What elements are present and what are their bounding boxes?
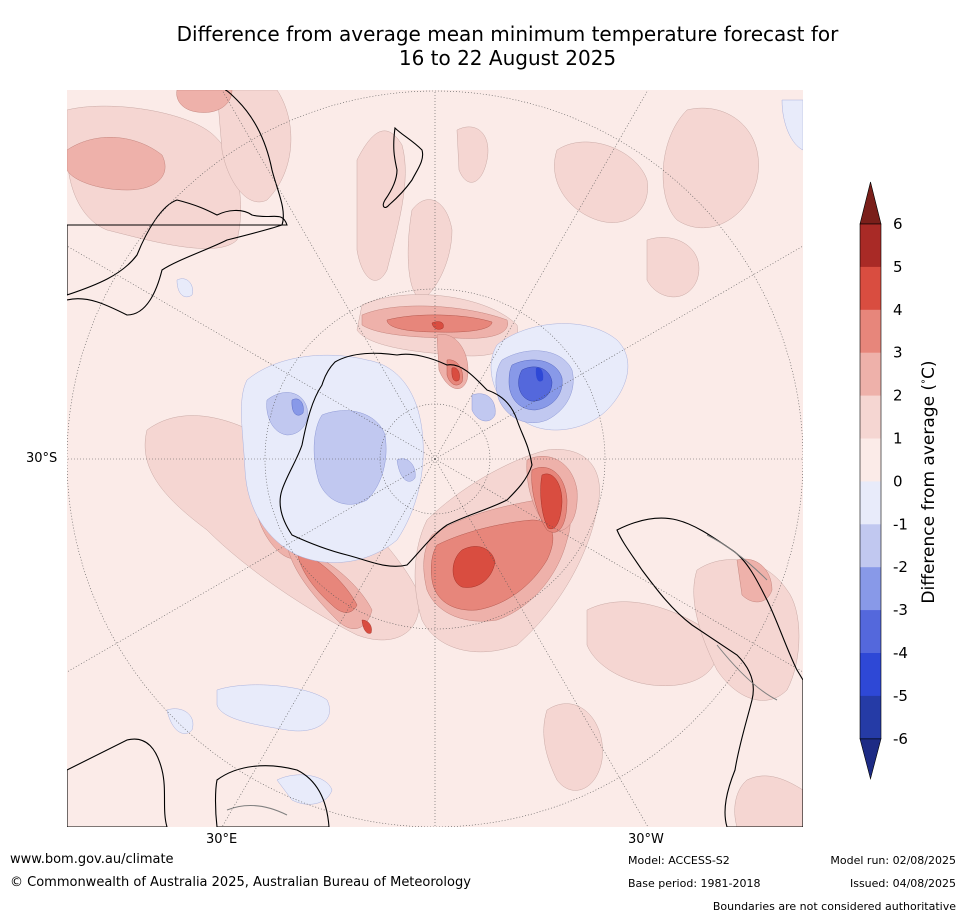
negative-anomaly-4-5 <box>535 367 544 382</box>
colorbar-tick-label: -1 <box>893 515 908 533</box>
latitude-label-30s: 30°S <box>26 451 58 466</box>
figure-title-line-2: 16 to 22 August 2025 <box>398 46 617 70</box>
colorbar-band <box>860 524 881 568</box>
colorbar-tick-label: 3 <box>893 344 903 362</box>
issued-date: Issued: 04/08/2025 <box>849 877 956 890</box>
positive-anomaly-4-5 <box>276 321 563 634</box>
graticule <box>67 90 803 827</box>
colorbar-label: Difference from average (°C) <box>919 360 939 603</box>
colorbar-band <box>860 266 881 311</box>
colorbar-tick-label: -6 <box>893 730 908 748</box>
colorbar-band <box>860 653 881 697</box>
base-period-info: Base period: 1981-2018 <box>628 877 761 890</box>
model-run-date: Model run: 02/08/2025 <box>830 854 956 867</box>
longitude-label-30e: 30°E <box>206 832 238 847</box>
australia-south-coast <box>67 90 284 316</box>
colorbar-band <box>860 567 881 611</box>
coastlines <box>67 90 803 827</box>
colorbar-band <box>860 438 881 482</box>
colorbar-band <box>860 309 881 354</box>
colorbar-band <box>860 224 881 268</box>
longitude-label-30w: 30°W <box>628 832 664 847</box>
colorbar-tick-label: 2 <box>893 387 903 405</box>
colorbar-band <box>860 352 881 397</box>
australia-coast <box>67 199 288 296</box>
colorbar: 6 5 4 3 2 1 0 -1 -2 -3 -4 -5 -6 Difference from aver… <box>859 181 939 780</box>
colorbar-extend-bottom <box>859 738 882 780</box>
website-link[interactable]: www.bom.gov.au/climate <box>10 852 174 867</box>
colorbar-tick-label: 1 <box>893 430 903 448</box>
country-borders <box>226 534 778 816</box>
model-info: Model: ACCESS-S2 <box>628 854 730 867</box>
colorbar-tick-label: -2 <box>893 558 908 576</box>
madagascar-coast <box>214 765 330 827</box>
colorbar-outline <box>859 223 882 740</box>
colorbar-band <box>860 395 881 439</box>
colorbar-tick-label: -4 <box>893 644 908 662</box>
colorbar-tick-label: 5 <box>893 258 903 276</box>
colorbar-extend-top <box>859 181 882 225</box>
colorbar-tick-label: 4 <box>893 301 903 319</box>
colorbar-tick-label: -5 <box>893 687 908 705</box>
copyright-notice: © Commonwealth of Australia 2025, Austra… <box>10 875 471 890</box>
antarctica-coast <box>279 352 533 567</box>
boundaries-disclaimer: Boundaries are not considered authoritat… <box>712 900 956 913</box>
colorbar-band <box>860 481 881 525</box>
new-zealand-coast <box>382 126 424 209</box>
anomaly-map <box>67 90 803 827</box>
colorbar-tick-label: 6 <box>893 215 903 233</box>
colorbar-band <box>860 610 881 654</box>
negative-anomaly-3-4 <box>518 366 553 402</box>
colorbar-tick-label: -3 <box>893 601 908 619</box>
colorbar-tick-label: 0 <box>893 472 903 490</box>
figure-title-line-1: Difference from average mean minimum tem… <box>176 22 839 46</box>
africa-coast <box>67 738 168 827</box>
colorbar-band <box>860 695 881 740</box>
